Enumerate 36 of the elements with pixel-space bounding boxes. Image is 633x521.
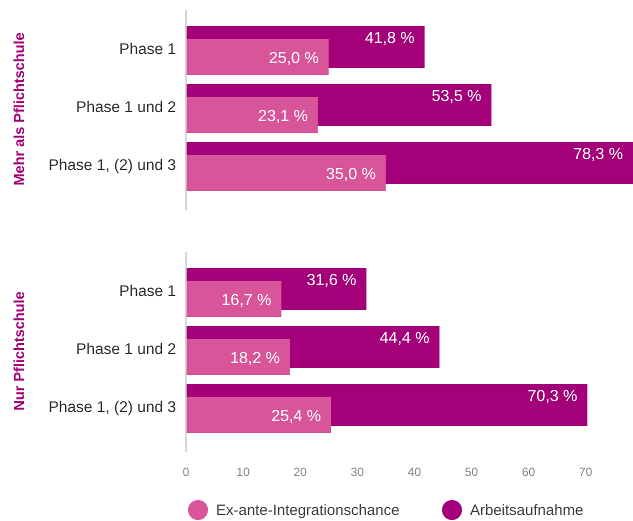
y-tick-label: Phase 1, (2) und 3 xyxy=(48,399,176,416)
x-tick-label: 40 xyxy=(408,465,422,479)
x-tick-label: 70 xyxy=(578,465,593,479)
y-tick-label: Phase 1 xyxy=(119,41,176,58)
x-tick-label: 0 xyxy=(182,465,190,479)
x-tick-label: 60 xyxy=(522,465,536,479)
data-label: 18,2 % xyxy=(230,350,280,367)
x-tick-label: 20 xyxy=(293,465,308,479)
legend-label: Ex-ante-Integrationschance xyxy=(216,502,400,519)
data-label: 44,4 % xyxy=(380,330,430,347)
y-axis-title: Nur Pflichtschule xyxy=(12,291,28,411)
data-label: 41,8 % xyxy=(364,30,415,47)
legend-label: Arbeitsaufnahme xyxy=(470,502,584,519)
data-label: 23,1 % xyxy=(258,108,308,125)
bar xyxy=(186,155,386,191)
data-label: 25,0 % xyxy=(268,50,319,67)
y-tick-label: Phase 1 xyxy=(119,283,176,300)
x-tick-label: 10 xyxy=(236,465,250,479)
data-label: 16,7 % xyxy=(222,292,272,309)
bar xyxy=(186,339,290,375)
x-tick-label: 30 xyxy=(350,465,364,479)
bar xyxy=(186,397,332,433)
data-label: 78,3 % xyxy=(573,146,623,163)
data-label: 70,3 % xyxy=(528,388,578,405)
bar xyxy=(186,97,318,133)
y-tick-label: Phase 1 und 2 xyxy=(76,99,176,116)
data-label: 25,4 % xyxy=(271,408,322,425)
bar xyxy=(186,39,329,75)
x-tick-label: 50 xyxy=(464,465,478,479)
y-tick-label: Phase 1 und 2 xyxy=(76,341,176,358)
data-label: 53,5 % xyxy=(432,88,482,105)
bar xyxy=(186,281,282,317)
y-tick-label: Phase 1, (2) und 3 xyxy=(48,157,176,174)
data-label: 31,6 % xyxy=(306,272,356,289)
y-axis-title: Mehr als Pflichtschule xyxy=(12,32,28,186)
data-label: 35,0 % xyxy=(326,166,376,183)
